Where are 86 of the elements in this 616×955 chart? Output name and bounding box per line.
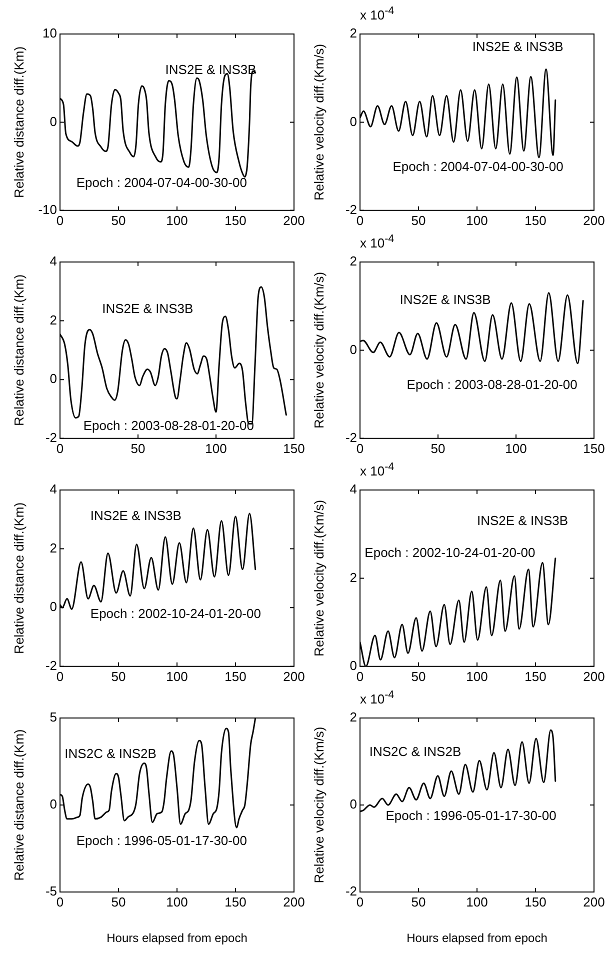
annotation: INS2C & INS2B [64,746,156,761]
y-tick-label: 0 [350,658,357,673]
x-tick-label: 50 [411,212,426,228]
x-tick-label: 150 [283,440,305,456]
x-tick-label: 50 [111,212,126,228]
y-axis-title: Relative distance diff.(Km) [11,274,26,426]
annotation: INS2E & INS3B [472,39,564,54]
annotation: Epoch : 2002-10-24-01-20-00 [90,606,261,622]
x-tick-label: 150 [224,668,246,684]
x-tick-label: 150 [224,894,246,910]
x-tick-label: 100 [205,440,227,456]
y-tick-label: -2 [345,884,357,899]
x-tick-label: 200 [583,894,605,910]
annotation: Epoch : 2003-08-28-01-20-00 [83,418,254,434]
y-tick-label: -2 [45,658,57,673]
x-tick-label: 100 [166,668,188,684]
x-tick-label: 200 [283,212,305,228]
x-tick-label: 100 [466,668,488,684]
annotation: Epoch : 1996-05-01-17-30-00 [76,832,247,848]
y-axis-title: Relative velocity diff.(Km/s) [311,272,326,428]
x-tick-label: 100 [505,440,527,456]
y-tick-label: 5 [50,710,57,725]
y-tick-label: 0 [50,371,57,386]
y-axis-title: Relative velocity diff.(Km/s) [311,726,326,884]
y-tick-label: 2 [350,710,357,725]
y-tick-label: -10 [38,202,57,217]
annotation: INS2E & INS3B [90,508,182,523]
text: x 10$^{-4}$ [360,460,394,478]
x-tick-label: 100 [166,212,188,228]
y-tick-label: 2 [350,254,357,269]
y-tick-label: -2 [45,430,57,445]
annotation: INS2E & INS3B [400,292,491,307]
x-tick-label: 50 [411,894,426,910]
x-tick-label: 50 [111,894,126,910]
x-tick-label: 50 [111,668,126,684]
x-tick-label: 200 [583,212,605,228]
y-axis-title: Relative velocity diff.(Km/s) [311,500,326,656]
x-tick-label: 150 [224,212,246,228]
x-tick-label: 150 [524,668,546,684]
x-tick-label: 200 [283,668,305,684]
y-tick-label: 4 [50,254,57,269]
x-tick-label: 200 [283,894,305,910]
x-axis-title: Hours elapsed from epoch [406,931,548,946]
y-tick-label: 4 [50,482,57,497]
y-tick-label: -5 [45,884,57,899]
x-tick-label: 100 [466,894,488,910]
y-tick-label: 0 [350,796,357,812]
x-tick-label: 100 [166,894,188,910]
annotation: Epoch : 2004-07-04-00-30-00 [392,159,564,174]
y-tick-label: 2 [50,312,57,328]
text: x 10$^{-4}$ [360,232,394,250]
y-tick-label: 0 [50,796,57,812]
annotation: Epoch : 2002-10-24-01-20-00 [364,544,536,560]
y-axis-title: Relative distance diff.(Km) [11,729,26,881]
text: x 10$^{-4}$ [360,4,394,22]
x-tick-label: 50 [411,668,426,684]
y-tick-label: 2 [350,26,357,41]
x-tick-label: 100 [466,212,488,228]
annotation: Epoch : 2004-07-04-00-30-00 [76,175,247,190]
x-tick-label: 50 [430,440,446,456]
x-tick-label: 150 [524,894,546,910]
y-tick-label: 0 [350,114,357,129]
y-axis-title: Relative distance diff.(Km) [11,502,26,654]
annotation: Epoch : 1996-05-01-17-30-00 [386,808,556,824]
text: x 10$^{-4}$ [360,688,394,707]
y-tick-label: 2 [50,540,57,556]
y-tick-label: -2 [345,430,357,445]
y-tick-label: 10 [42,26,57,41]
y-tick-label: 0 [50,114,57,129]
x-tick-label: 50 [130,440,146,456]
y-axis-title: Relative velocity diff.(Km/s) [311,44,326,200]
annotation: INS2E & INS3B [477,512,568,528]
x-axis-title: Hours elapsed from epoch [106,931,248,946]
x-tick-label: 150 [524,212,546,228]
x-tick-label: 150 [583,440,605,456]
annotation: Epoch : 2003-08-28-01-20-00 [406,376,578,392]
y-tick-label: 0 [50,599,57,614]
annotation: INS2E & INS3B [102,300,194,316]
y-axis-title: Relative distance diff.(Km) [11,46,26,198]
y-tick-label: 4 [350,482,357,497]
y-tick-label: 0 [350,342,357,357]
annotation: INS2E & INS3B [165,62,256,78]
y-tick-label: 2 [350,570,357,585]
y-tick-label: -2 [345,202,357,217]
x-tick-label: 200 [583,668,605,684]
annotation: INS2C & INS2B [369,744,462,760]
